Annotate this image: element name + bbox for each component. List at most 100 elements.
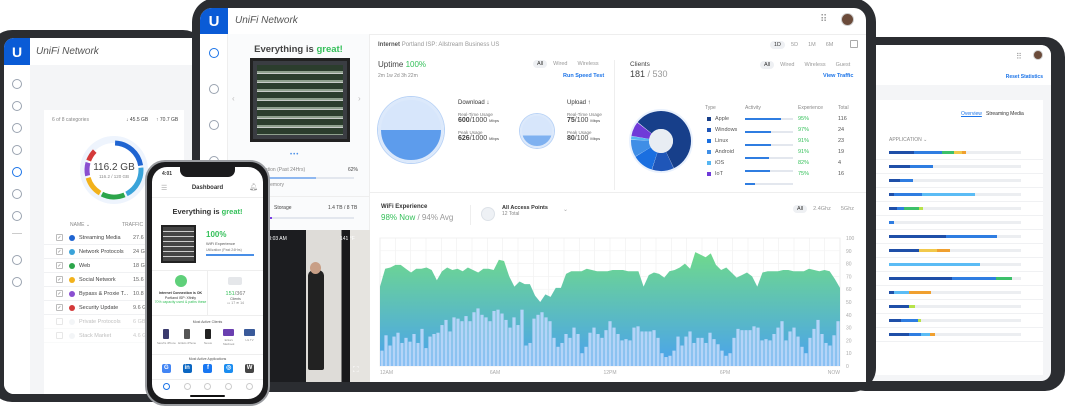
row-checkbox[interactable]: ✓ (56, 304, 63, 311)
row-checkbox[interactable]: ✓ (56, 234, 63, 241)
wordpress-icon[interactable]: W (245, 364, 255, 373)
filter-24ghz[interactable]: 2.4Ghz (813, 206, 831, 212)
col-activity[interactable]: Activity (745, 105, 761, 111)
reset-statistics-link[interactable]: Reset Statistics (1005, 74, 1043, 80)
table-row[interactable]: ✓ Security Update 9.6 GB (44, 301, 184, 315)
linkedin-icon[interactable]: in (182, 364, 192, 373)
filter-wired[interactable]: Wired (553, 61, 568, 67)
facebook-icon[interactable]: f (203, 364, 213, 373)
table-row[interactable]: ✓ Social Network 15.6 GB (44, 273, 184, 287)
alerts-icon[interactable] (12, 255, 22, 265)
carousel-next[interactable]: › (358, 94, 361, 103)
table-row[interactable]: / 19 GB (853, 244, 1043, 258)
filter-6m[interactable]: 6M (825, 42, 834, 48)
table-row[interactable]: / 3.3 GB (853, 188, 1043, 202)
row-checkbox[interactable]: ✓ (56, 262, 63, 269)
filter-wireless[interactable]: Wireless (804, 62, 826, 68)
unifi-logo[interactable]: U (4, 38, 30, 65)
filter-all[interactable]: All (760, 61, 775, 69)
filter-5d[interactable]: 5D (791, 42, 799, 48)
chevron-down-icon[interactable]: ⌄ (563, 207, 569, 213)
carousel-dots[interactable]: ••• (290, 152, 300, 158)
time-range-selector[interactable]: 1D 5D 1M 6M (770, 41, 837, 49)
col-type[interactable]: Type (705, 105, 716, 111)
table-row[interactable]: / 7.1 GB (853, 314, 1043, 328)
calendar-icon[interactable] (850, 40, 858, 48)
topology-icon[interactable] (209, 84, 219, 94)
table-row[interactable]: / 5.7 GB (853, 160, 1043, 174)
devices-icon[interactable] (12, 123, 22, 133)
band-filter[interactable]: All 2.4Ghz 5Ghz (793, 205, 858, 213)
tab-settings-icon[interactable] (246, 383, 254, 390)
apps-grid-icon[interactable]: ⠿ (820, 14, 828, 25)
table-row[interactable]: / 5.2 GB (853, 216, 1043, 230)
table-row[interactable]: / 7.1 GB (853, 328, 1043, 342)
run-speed-test-link[interactable]: Run Speed Test (563, 73, 605, 79)
filter-1m[interactable]: 1M (808, 42, 816, 48)
table-row[interactable]: / 7.1 GB (853, 258, 1043, 272)
user-avatar[interactable] (841, 13, 854, 26)
active-client[interactable]: LG TV (240, 329, 260, 346)
fullscreen-icon[interactable]: ⛶ (353, 365, 359, 374)
active-client[interactable]: Nexus (198, 329, 218, 346)
table-row[interactable]: ✓ Web 18 GB (44, 259, 184, 273)
col-name[interactable]: NAME ⌄ (70, 222, 91, 228)
topology-icon[interactable] (12, 101, 22, 111)
active-client[interactable]: Erika's Macbook (219, 329, 239, 346)
table-row[interactable]: / 7.1 GB (853, 272, 1043, 286)
settings-icon[interactable] (12, 277, 22, 287)
active-client[interactable]: Sarah's iPhone (156, 329, 176, 346)
clients-icon[interactable] (12, 145, 22, 155)
dashboard-icon[interactable] (12, 79, 22, 89)
row-checkbox[interactable] (56, 318, 63, 325)
filter-all[interactable]: All (793, 205, 808, 213)
col-experience[interactable]: Experience (798, 105, 824, 111)
table-row[interactable]: ✓ Network Protocols 24 GB (44, 245, 184, 259)
filter-5ghz[interactable]: 5Ghz (840, 206, 855, 212)
table-row[interactable]: Stack Market 4.6 GB (44, 329, 184, 343)
apps-grid-icon[interactable]: ⠿ (1016, 52, 1022, 61)
unifi-logo[interactable]: U (200, 8, 228, 34)
tab-clients-icon[interactable] (204, 383, 212, 390)
dashboard-icon[interactable] (209, 48, 219, 58)
safari-icon[interactable]: ◎ (224, 364, 234, 373)
access-points-dropdown[interactable]: All Access Points 12 Total (502, 205, 548, 217)
table-row[interactable]: / 14 GB (853, 230, 1043, 244)
table-row[interactable]: Private Protocols 6 GB (44, 315, 184, 329)
carousel-prev[interactable]: ‹ (232, 94, 235, 103)
tab-devices-icon[interactable] (183, 383, 191, 390)
filter-wired[interactable]: Wired (780, 62, 795, 68)
statistics-icon[interactable] (12, 167, 22, 177)
filter-1d[interactable]: 1D (770, 41, 786, 49)
row-checkbox[interactable]: ✓ (56, 276, 63, 283)
table-row[interactable]: / 7.1 GB (853, 300, 1043, 314)
user-avatar[interactable] (1033, 50, 1043, 60)
tab-overview[interactable]: Overview (961, 111, 982, 117)
table-row[interactable]: / 6.9 GB (853, 146, 1043, 160)
active-client[interactable]: Erika's iPhone (177, 329, 197, 346)
table-row[interactable]: ✓ Bypass & Proxie T... 10.8 GB (44, 287, 184, 301)
devices-icon[interactable] (209, 120, 219, 130)
routing-icon[interactable] (12, 211, 22, 221)
google-icon[interactable]: G (161, 364, 171, 373)
connection-filter[interactable]: All Wired Wireless (533, 60, 603, 68)
notification-bell-icon[interactable]: 🔔︎ (249, 184, 258, 191)
filter-all[interactable]: All (533, 60, 548, 68)
clients-filter[interactable]: All Wired Wireless Guest (760, 61, 854, 69)
view-traffic-link[interactable]: View Traffic (823, 73, 854, 79)
insights-icon[interactable] (12, 189, 22, 199)
filter-guest[interactable]: Guest (835, 62, 851, 68)
filter-wireless[interactable]: Wireless (577, 61, 599, 67)
menu-icon[interactable]: ☰ (161, 185, 168, 192)
row-checkbox[interactable] (56, 332, 63, 339)
table-row[interactable]: / 8.4 GB (853, 174, 1043, 188)
table-row[interactable]: ✓ Streaming Media 27.6 GB (44, 231, 184, 245)
row-checkbox[interactable]: ✓ (56, 290, 63, 297)
col-total[interactable]: Total (838, 105, 849, 111)
tab-dashboard-icon[interactable] (162, 383, 170, 390)
table-row[interactable]: / 7.1 GB (853, 286, 1043, 300)
row-checkbox[interactable]: ✓ (56, 248, 63, 255)
col-application[interactable]: APPLICATION ⌄ (889, 137, 928, 143)
tab-streaming-media[interactable]: Streaming Media (986, 111, 1024, 117)
table-row[interactable]: / 7.1 GB (853, 202, 1043, 216)
